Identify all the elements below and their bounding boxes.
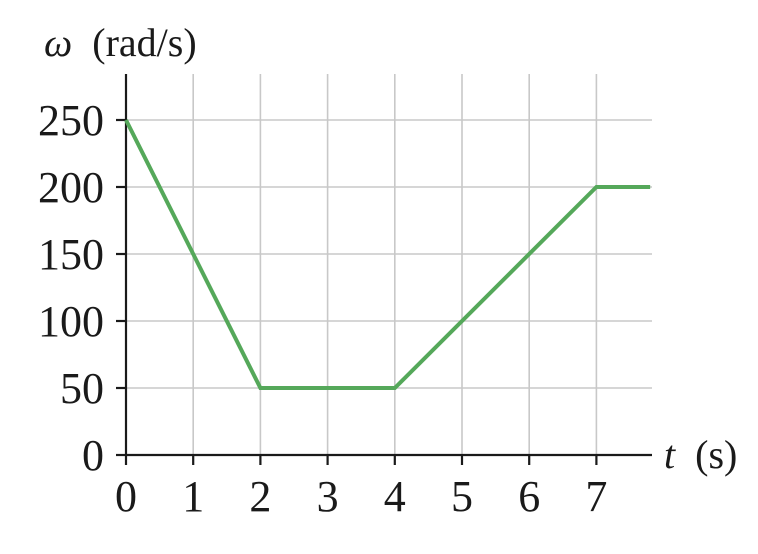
y-axis-symbol: ω <box>44 20 72 65</box>
x-axis-unit: (s) <box>695 432 737 477</box>
x-axis-label: t (s) <box>664 432 737 477</box>
series-layer <box>124 119 651 390</box>
grid <box>126 74 652 455</box>
series-line-0 <box>124 119 651 390</box>
x-tick-label: 2 <box>249 472 271 521</box>
y-tick-label: 100 <box>38 297 104 346</box>
x-tick-label: 5 <box>451 472 473 521</box>
axes <box>116 74 652 465</box>
x-tick-label: 0 <box>115 472 137 521</box>
x-tick-label: 7 <box>585 472 607 521</box>
y-tick-label: 0 <box>82 431 104 480</box>
y-axis-unit: (rad/s) <box>92 20 196 65</box>
x-tick-label: 6 <box>518 472 540 521</box>
x-axis-symbol: t <box>664 432 676 477</box>
y-tick-label: 150 <box>38 230 104 279</box>
y-axis-label: ω (rad/s) <box>44 20 197 65</box>
y-tick-label: 250 <box>38 96 104 145</box>
x-tick-label: 4 <box>384 472 406 521</box>
y-tick-label: 200 <box>38 163 104 212</box>
x-tick-label: 1 <box>182 472 204 521</box>
y-tick-label: 50 <box>60 364 104 413</box>
x-tick-label: 3 <box>317 472 339 521</box>
